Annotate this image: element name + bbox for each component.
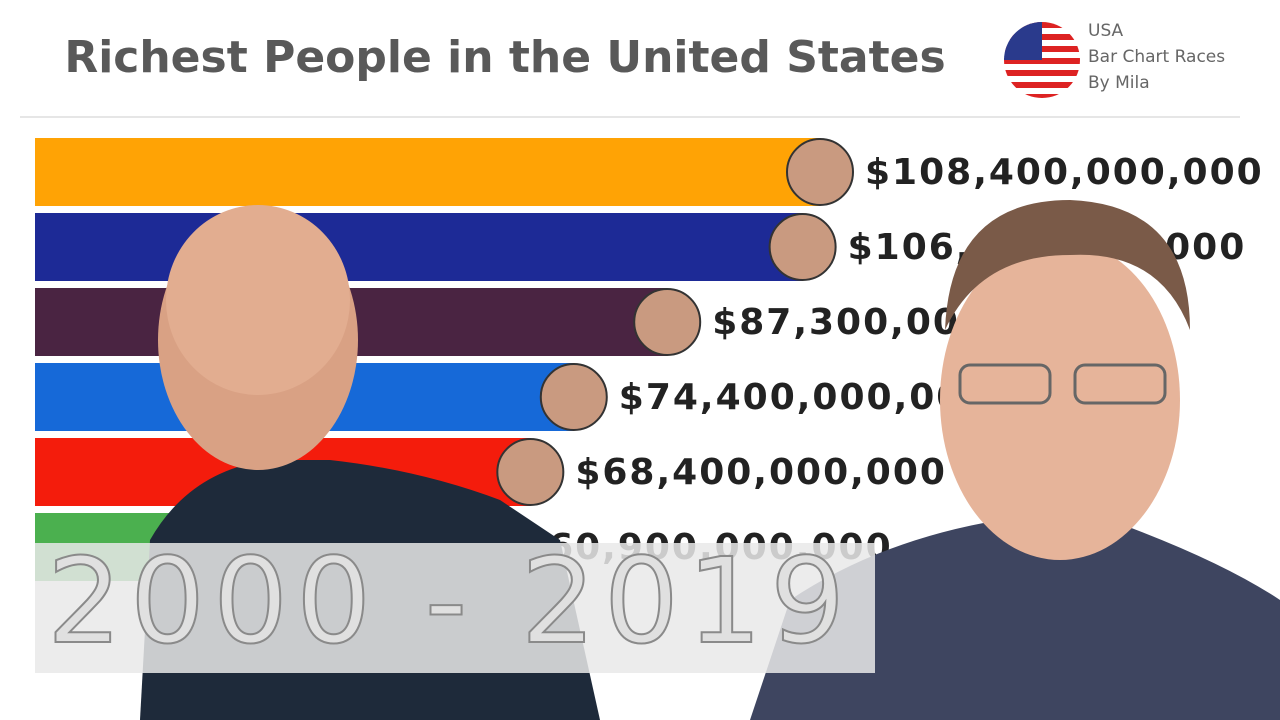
bar — [35, 138, 820, 206]
brand-text: USA — [1088, 21, 1124, 41]
person-right — [750, 200, 1280, 720]
value-label: $68,400,000,000 — [575, 452, 947, 493]
brand-text: Bar Chart Races — [1088, 47, 1225, 67]
value-label: $74,400,000,000 — [619, 377, 991, 418]
avatar — [768, 213, 837, 281]
bar — [35, 213, 803, 281]
avatar — [786, 138, 854, 206]
annotation: 2000 - 2019 — [47, 532, 853, 670]
annotation-box — [35, 543, 875, 673]
flag-logo — [1004, 22, 1080, 98]
chart-title: Richest People in the United States — [64, 32, 945, 83]
brand-text: By Mila — [1088, 73, 1150, 93]
avatar — [633, 288, 702, 356]
avatar — [539, 363, 608, 431]
avatar — [496, 438, 565, 506]
value-label: $108,400,000,000 — [865, 152, 1264, 193]
